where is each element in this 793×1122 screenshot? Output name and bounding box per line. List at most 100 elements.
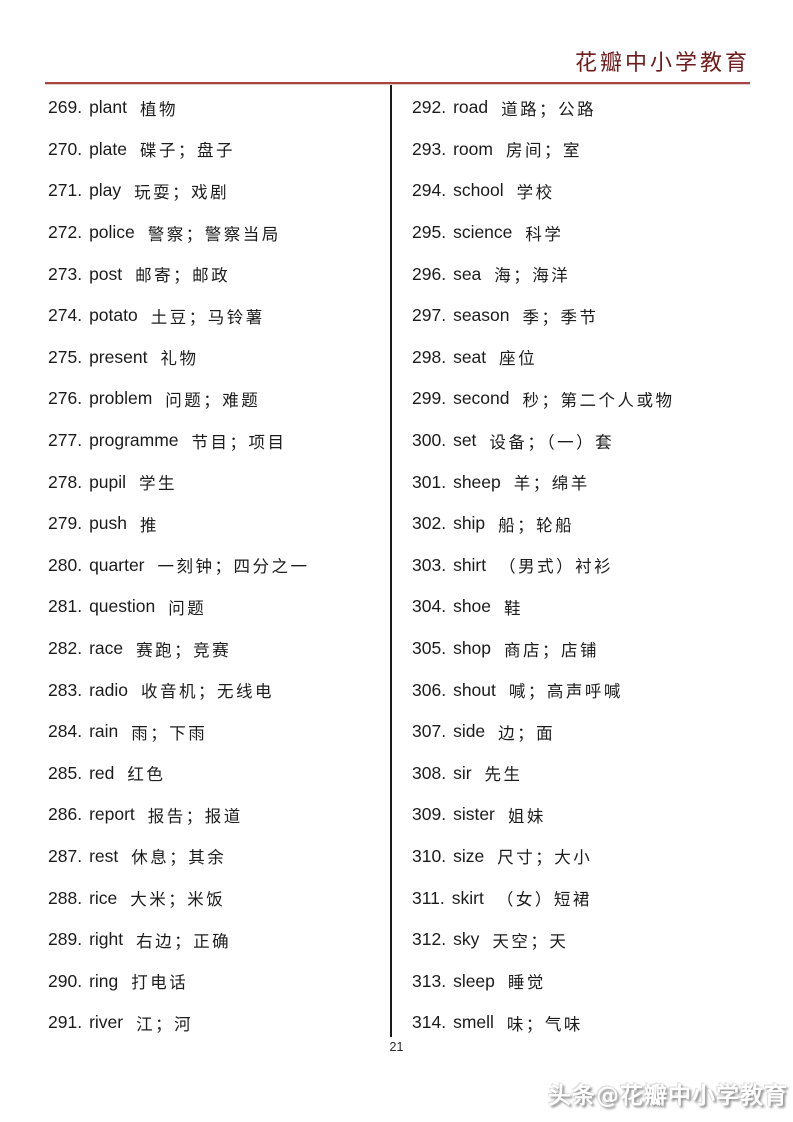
entry-word: rest [89, 845, 119, 866]
entry-meaning: 收音机；无线电 [140, 682, 274, 702]
entry-word: sleep [453, 970, 495, 991]
entry-meaning: 雨；下雨 [131, 723, 208, 743]
entry-number: 310. [412, 845, 447, 866]
entry-meaning: 边；面 [498, 723, 556, 743]
entry-word: potato [89, 305, 138, 326]
entry-word: police [89, 222, 135, 243]
entry-word: shirt [453, 554, 487, 575]
entry-number: 308. [412, 762, 447, 783]
entry-word: shout [453, 679, 496, 700]
list-item: 308. sir 先生 [412, 753, 793, 795]
list-item: 279. push 推 [48, 503, 390, 545]
entry-number: 285. [48, 762, 83, 783]
entry-meaning: 报告；报道 [147, 806, 243, 826]
entry-meaning: 设备；（一）套 [489, 432, 615, 452]
entry-meaning: 先生 [484, 765, 523, 785]
entry-word: plant [89, 97, 128, 118]
entry-number: 280. [48, 554, 83, 575]
entry-word: river [89, 1012, 124, 1033]
entry-meaning: （男式）衬衫 [499, 557, 614, 577]
entry-word: seat [453, 346, 487, 367]
list-item: 295. science 科学 [412, 212, 793, 254]
entry-number: 293. [412, 138, 447, 159]
entry-word: side [453, 721, 486, 742]
entry-meaning: 姐妹 [507, 806, 546, 826]
entry-meaning: 船；轮船 [498, 515, 575, 535]
list-item: 283. radio 收音机；无线电 [48, 669, 390, 711]
list-item: 270. plate 碟子；盘子 [48, 129, 390, 171]
entry-word: sister [453, 804, 495, 825]
entry-number: 314. [412, 1012, 447, 1033]
list-item: 301. sheep 羊；绵羊 [412, 461, 793, 503]
entry-number: 275. [48, 346, 83, 367]
entry-number: 313. [412, 970, 447, 991]
entry-word: push [89, 513, 128, 534]
entry-meaning: 玩耍；戏剧 [134, 182, 230, 202]
list-item: 314. smell 味；气味 [412, 1002, 793, 1044]
entry-meaning: （女）短裙 [496, 890, 592, 910]
entry-number: 301. [412, 471, 447, 492]
list-item: 276. problem 问题；难题 [48, 378, 390, 420]
entry-meaning: 座位 [499, 349, 538, 369]
entry-number: 300. [412, 430, 447, 451]
list-item: 311. skirt （女）短裙 [412, 877, 793, 919]
entry-meaning: 道路；公路 [501, 99, 597, 119]
list-item: 275. present 礼物 [48, 337, 390, 379]
entry-meaning: 推 [140, 515, 160, 535]
page-title: 花瓣中小学教育 [574, 51, 750, 76]
entry-meaning: 警察；警察当局 [147, 224, 281, 244]
list-item: 310. size 尺寸；大小 [412, 836, 793, 878]
entry-number: 288. [48, 887, 83, 908]
list-item: 289. right 右边；正确 [48, 919, 390, 961]
list-item: 285. red 红色 [48, 753, 390, 795]
entry-number: 274. [48, 305, 83, 326]
entry-meaning: 味；气味 [506, 1014, 583, 1034]
entry-word: quarter [89, 554, 145, 575]
entry-word: question [89, 596, 156, 617]
entry-number: 289. [48, 929, 83, 950]
list-item: 298. seat 座位 [412, 337, 793, 379]
entry-number: 291. [48, 1012, 83, 1033]
entry-word: season [453, 305, 510, 326]
entry-number: 286. [48, 804, 83, 825]
entry-word: shop [453, 638, 492, 659]
entry-word: rain [89, 721, 119, 742]
entry-meaning: 尺寸；大小 [497, 848, 593, 868]
vocab-list: 269. plant 植物 270. plate 碟子；盘子 271. play… [0, 85, 793, 1044]
list-item: 306. shout 喊；高声呼喊 [412, 669, 793, 711]
entry-word: right [89, 929, 124, 950]
entry-meaning: 赛跑；竞赛 [136, 640, 232, 660]
entry-meaning: 季；季节 [522, 307, 599, 327]
entry-number: 294. [412, 180, 447, 201]
entry-meaning: 植物 [140, 99, 179, 119]
list-item: 296. sea 海；海洋 [412, 253, 793, 295]
entry-word: programme [89, 430, 179, 451]
page-number: 21 [389, 1040, 404, 1054]
entry-number: 271. [48, 180, 83, 201]
entry-word: race [89, 638, 124, 659]
list-item: 287. rest 休息；其余 [48, 836, 390, 878]
entry-meaning: 休息；其余 [131, 848, 227, 868]
entry-number: 272. [48, 222, 83, 243]
list-item: 307. side 边；面 [412, 711, 793, 753]
page-header: 花瓣中小学教育 [45, 0, 750, 84]
list-item: 269. plant 植物 [48, 87, 390, 129]
list-item: 282. race 赛跑；竞赛 [48, 628, 390, 670]
entry-number: 273. [48, 263, 83, 284]
list-item: 294. school 学校 [412, 170, 793, 212]
entry-word: sir [453, 762, 472, 783]
entry-meaning: 睡觉 [507, 973, 546, 993]
entry-meaning: 碟子；盘子 [140, 141, 236, 161]
entry-meaning: 土豆；马铃薯 [150, 307, 265, 327]
list-item: 278. pupil 学生 [48, 461, 390, 503]
entry-number: 307. [412, 721, 447, 742]
list-item: 286. report 报告；报道 [48, 794, 390, 836]
entry-meaning: 鞋 [504, 598, 524, 618]
entry-meaning: 问题；难题 [165, 390, 261, 410]
entry-word: school [453, 180, 504, 201]
entry-word: sky [453, 929, 480, 950]
entry-number: 304. [412, 596, 447, 617]
entry-number: 278. [48, 471, 83, 492]
entry-number: 295. [412, 222, 447, 243]
entry-word: set [453, 430, 477, 451]
